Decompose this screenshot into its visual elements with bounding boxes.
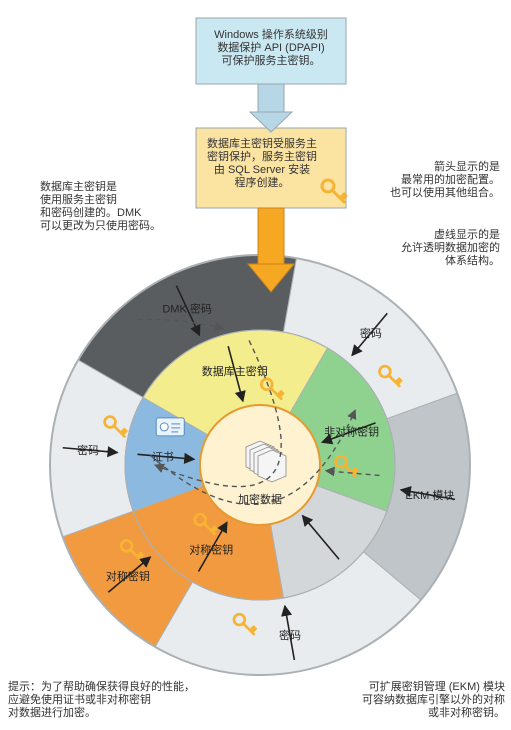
dpapi-text: Windows 操作系统级别数据保护 API (DPAPI)可保护服务主密钥。 (214, 27, 328, 67)
cert-icon (156, 418, 184, 436)
ann-left-top: 数据库主密钥是使用服务主密钥和密码创建的。DMK可以更改为只使用密码。 (40, 179, 161, 232)
ann-right-top2: 虚线显示的是允许透明数据加密的体系结构。 (401, 227, 500, 267)
center-label: 加密数据 (238, 492, 282, 506)
ann-bottom-right: 可扩展密钥管理 (EKM) 模块可容纳数据库引擎以外的对称或非对称密钥。 (362, 679, 505, 719)
ann-bottom-left: 提示：为了帮助确保获得良好的性能，应避免使用证书或非对称密钥对数据进行加密。 (8, 679, 195, 719)
ann-right-top1: 箭头显示的是最常用的加密配置。也可以使用其他组合。 (390, 159, 500, 199)
arrow-dpapi-to-smk (250, 84, 292, 132)
